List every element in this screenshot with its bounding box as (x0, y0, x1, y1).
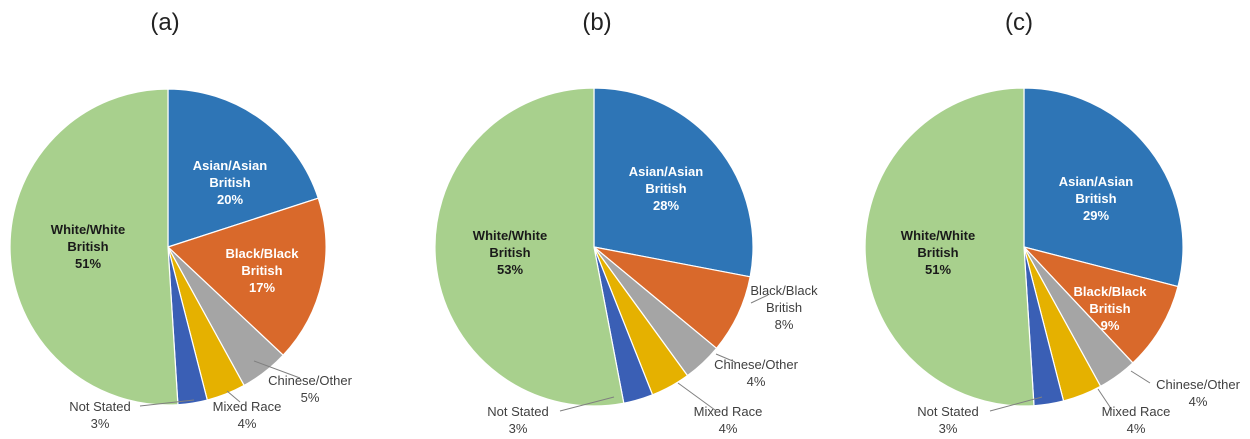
data-label-c-mixed-race: Mixed Race 4% (1102, 404, 1171, 436)
data-label-a-black-black-british: Black/Black British 17% (226, 246, 300, 295)
leader-line-b-mixed-race (677, 382, 716, 411)
pie-slice-a-asian-asian-british (167, 88, 320, 248)
pie-slice-c-black-black-british (1022, 245, 1179, 364)
panel-title-a: (a) (150, 9, 179, 36)
data-label-c-asian-asian-british: Asian/Asian British 29% (1059, 174, 1133, 223)
data-label-b-black-black-british: Black/Black British 8% (750, 283, 818, 332)
data-label-a-white-white-british: White/White British 51% (51, 222, 125, 271)
leader-line-b-not-stated (559, 396, 615, 412)
pie-slice-a-black-black-british (166, 197, 327, 357)
pie-slice-a-white-white-british (9, 88, 179, 406)
data-label-c-black-black-british: Black/Black British 9% (1074, 284, 1148, 333)
pie-slice-c-asian-asian-british (1023, 87, 1184, 288)
panel-title-b: (b) (582, 9, 611, 36)
data-label-a-asian-asian-british: Asian/Asian British 20% (193, 158, 267, 207)
panel-title-c: (c) (1005, 9, 1033, 36)
data-label-b-asian-asian-british: Asian/Asian British 28% (629, 164, 703, 213)
data-label-a-not-stated: Not Stated 3% (69, 399, 130, 431)
data-label-b-not-stated: Not Stated 3% (487, 404, 548, 436)
leader-line-c-mixed-race (1097, 388, 1113, 411)
pie-slice-b-asian-asian-british (593, 87, 754, 278)
data-label-b-mixed-race: Mixed Race 4% (694, 404, 763, 436)
data-label-b-white-white-british: White/White British 53% (473, 228, 547, 277)
data-label-b-chinese-other: Chinese/Other 4% (714, 357, 798, 389)
data-label-a-chinese-other: Chinese/Other 5% (268, 373, 352, 405)
pie-slice-c-white-white-british (864, 87, 1035, 407)
leader-line-b-black-black-british (750, 294, 769, 304)
pie-slice-b-white-white-british (434, 87, 625, 407)
leader-line-c-chinese-other (1130, 370, 1151, 384)
leader-line-a-chinese-other (253, 360, 301, 379)
pie-chart-b: (b) Asian/Asian British 28% Black/Black Briti… (434, 9, 818, 436)
leader-line-b-chinese-other (715, 353, 736, 363)
leader-line-a-mixed-race (226, 390, 241, 403)
pie-chart-a: (a) Asian/Asian British 20% Black/Black Briti… (9, 9, 353, 431)
pie-chart-c: (c) Asian/Asian British 29% Black/Black Briti… (864, 9, 1241, 436)
data-label-c-not-stated: Not Stated 3% (917, 404, 978, 436)
data-label-c-chinese-other: Chinese/Other 4% (1156, 377, 1240, 409)
leader-line-a-not-stated (139, 399, 195, 407)
leader-line-c-not-stated (989, 396, 1043, 412)
data-label-c-white-white-british: White/White British 51% (901, 228, 975, 277)
data-label-a-mixed-race: Mixed Race 4% (213, 399, 282, 431)
